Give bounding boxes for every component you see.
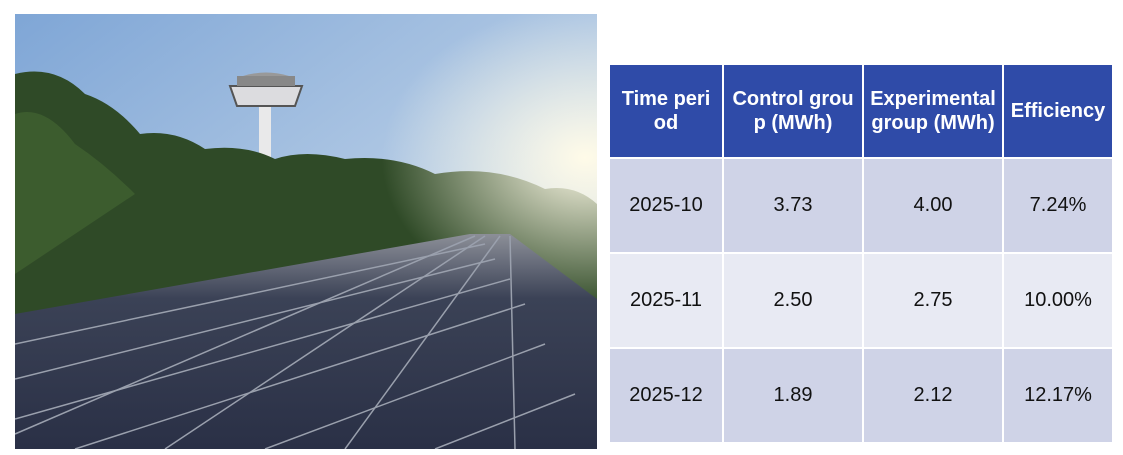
table-cell: 2025-10 xyxy=(608,157,724,254)
header-cell: Control group (MWh) xyxy=(722,63,864,159)
panel-grid xyxy=(15,235,576,449)
table-cell: 7.24% xyxy=(1002,157,1114,254)
header-cell: Efficiency xyxy=(1002,63,1114,159)
solar-photo xyxy=(15,14,597,449)
solar-panels xyxy=(15,234,597,449)
table-cell: 2.75 xyxy=(862,252,1004,349)
table-row: 2025-10 3.73 4.00 7.24% xyxy=(608,157,1114,254)
table-cell: 2025-11 xyxy=(608,252,724,349)
table-cell: 10.00% xyxy=(1002,252,1114,349)
header-cell: Time period xyxy=(608,63,724,159)
table-row: 2025-12 1.89 2.12 12.17% xyxy=(608,347,1114,444)
table-cell: 3.73 xyxy=(722,157,864,254)
table-cell: 2.50 xyxy=(722,252,864,349)
table-cell: 2025-12 xyxy=(608,347,724,444)
header-cell: Experimental group (MWh) xyxy=(862,63,1004,159)
results-table: Time period Control group (MWh) Experiment… xyxy=(608,63,1114,444)
table-row: 2025-11 2.50 2.75 10.00% xyxy=(608,252,1114,349)
table-cell: 12.17% xyxy=(1002,347,1114,444)
table-cell: 2.12 xyxy=(862,347,1004,444)
table-cell: 4.00 xyxy=(862,157,1004,254)
header-row: Time period Control group (MWh) Experiment… xyxy=(608,63,1114,159)
table-cell: 1.89 xyxy=(722,347,864,444)
